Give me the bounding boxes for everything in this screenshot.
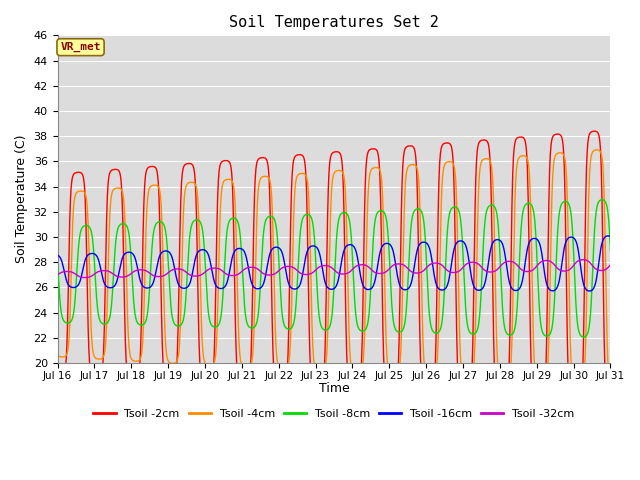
Tsoil -4cm [593,147,601,153]
Legend: Tsoil -2cm, Tsoil -4cm, Tsoil -8cm, Tsoil -16cm, Tsoil -32cm: Tsoil -2cm, Tsoil -4cm, Tsoil -8cm, Tsoi… [89,404,579,423]
Tsoil -32cm [97,268,104,274]
Tsoil -16cm [586,288,593,294]
Text: VR_met: VR_met [60,42,100,52]
Tsoil -16cm [97,264,104,270]
Tsoil -4cm [54,352,61,358]
Tsoil -16cm [604,233,612,239]
Tsoil -8cm [598,197,606,203]
Tsoil -4cm [300,171,307,177]
X-axis label: Time: Time [319,382,349,395]
Line: Tsoil -16cm: Tsoil -16cm [58,236,611,291]
Line: Tsoil -2cm: Tsoil -2cm [58,131,611,407]
Tsoil -8cm [54,260,61,265]
Tsoil -32cm [310,269,317,275]
Tsoil -8cm [580,334,588,340]
Tsoil -4cm [97,356,104,362]
Tsoil -4cm [607,382,614,388]
Tsoil -4cm [288,279,296,285]
Tsoil -32cm [579,257,587,263]
Tsoil -32cm [369,268,376,274]
Tsoil -32cm [54,272,61,278]
Tsoil -16cm [119,254,127,260]
Tsoil -32cm [289,264,296,270]
Tsoil -8cm [97,318,104,324]
Tsoil -2cm [54,372,61,378]
Tsoil -8cm [119,221,127,227]
Tsoil -2cm [310,386,317,392]
Tsoil -32cm [119,274,127,280]
Tsoil -2cm [591,128,598,134]
Tsoil -4cm [310,354,317,360]
Tsoil -4cm [575,384,582,389]
Tsoil -4cm [119,191,127,196]
Line: Tsoil -32cm: Tsoil -32cm [58,260,611,277]
Tsoil -8cm [300,214,307,219]
Tsoil -2cm [607,404,614,410]
Tsoil -2cm [300,154,307,160]
Tsoil -2cm [97,373,104,379]
Line: Tsoil -8cm: Tsoil -8cm [58,200,611,337]
Tsoil -2cm [368,146,376,152]
Tsoil -16cm [54,252,61,258]
Tsoil -16cm [300,266,307,272]
Y-axis label: Soil Temperature (C): Soil Temperature (C) [15,135,28,264]
Tsoil -32cm [607,262,614,268]
Tsoil -4cm [368,166,376,171]
Tsoil -32cm [300,272,308,277]
Line: Tsoil -4cm: Tsoil -4cm [58,150,611,386]
Tsoil -2cm [119,219,127,225]
Tsoil -8cm [288,324,296,330]
Tsoil -8cm [368,256,376,262]
Tsoil -32cm [81,275,89,280]
Tsoil -16cm [288,286,296,291]
Title: Soil Temperatures Set 2: Soil Temperatures Set 2 [229,15,439,30]
Tsoil -16cm [607,234,614,240]
Tsoil -8cm [310,226,317,231]
Tsoil -8cm [607,248,614,254]
Tsoil -16cm [310,243,317,249]
Tsoil -16cm [368,285,376,290]
Tsoil -2cm [288,172,296,178]
